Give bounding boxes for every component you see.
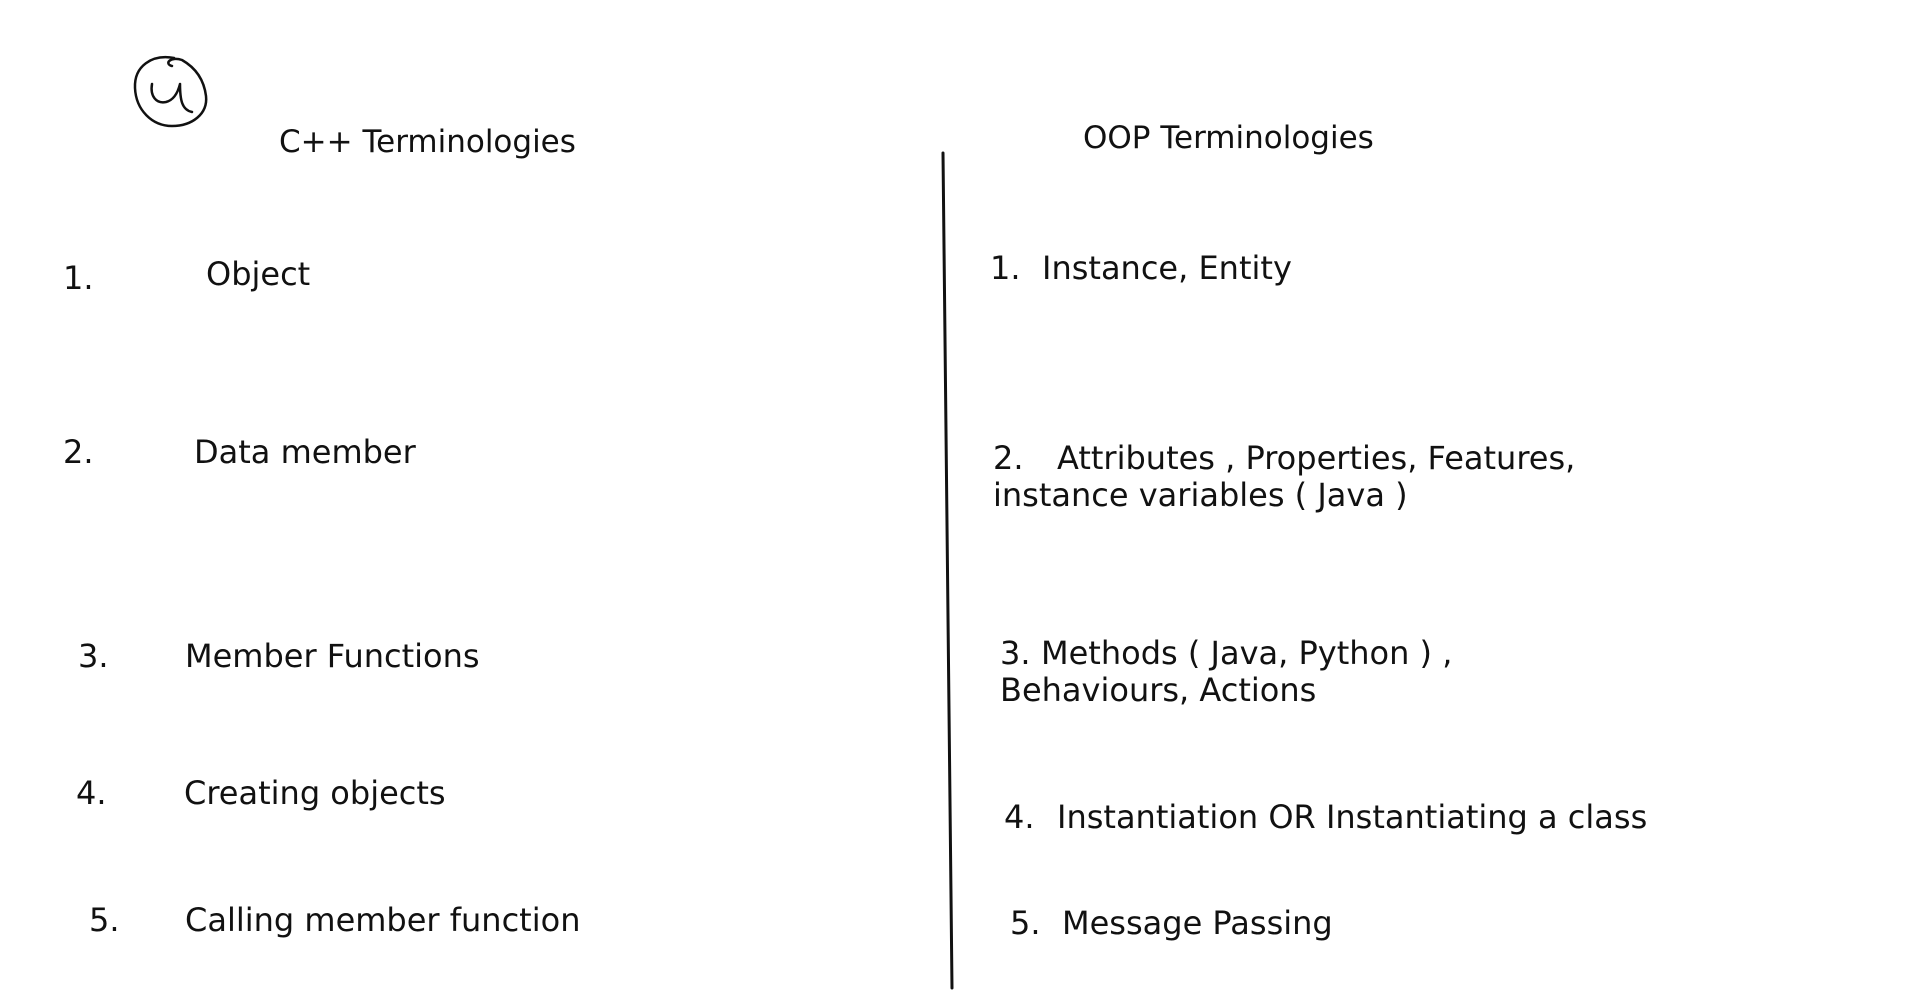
circled-page-number-mark bbox=[133, 56, 208, 128]
cpp-item-term: Object bbox=[206, 255, 311, 293]
cpp-item-term: Creating objects bbox=[184, 774, 446, 812]
oop-item-line: instance variables ( Java ) bbox=[993, 476, 1408, 514]
cpp-item-number: 4. bbox=[76, 774, 107, 812]
oop-item-number: 1. bbox=[990, 249, 1021, 287]
cpp-item-number: 3. bbox=[78, 637, 109, 675]
cpp-item-number: 2. bbox=[63, 433, 94, 471]
oop-item-line: Behaviours, Actions bbox=[1000, 671, 1317, 709]
oop-item-line: Message Passing bbox=[1062, 904, 1333, 942]
divider-line bbox=[941, 151, 954, 990]
cpp-item-term: Calling member function bbox=[185, 901, 581, 939]
oop-item-number: 5. bbox=[1010, 904, 1041, 942]
oop-item-number: 2. bbox=[993, 439, 1024, 477]
cpp-item-term: Member Functions bbox=[185, 637, 480, 675]
cpp-column-heading: C++ Terminologies bbox=[279, 124, 576, 160]
oop-item-line: Instance, Entity bbox=[1042, 249, 1292, 287]
cpp-item-term: Data member bbox=[194, 433, 416, 471]
page-number-glyph bbox=[150, 82, 194, 114]
oop-item-line: Methods ( Java, Python ) , bbox=[1041, 634, 1453, 672]
cpp-item-number: 1. bbox=[63, 259, 94, 297]
oop-item-number: 3. bbox=[1000, 634, 1031, 672]
oop-item-number: 4. bbox=[1004, 798, 1035, 836]
oop-column-heading: OOP Terminologies bbox=[1083, 120, 1374, 156]
cpp-item-number: 5. bbox=[89, 901, 120, 939]
oop-item-line: Attributes , Properties, Features, bbox=[1057, 439, 1576, 477]
oop-item-line: Instantiation OR Instantiating a class bbox=[1057, 798, 1648, 836]
